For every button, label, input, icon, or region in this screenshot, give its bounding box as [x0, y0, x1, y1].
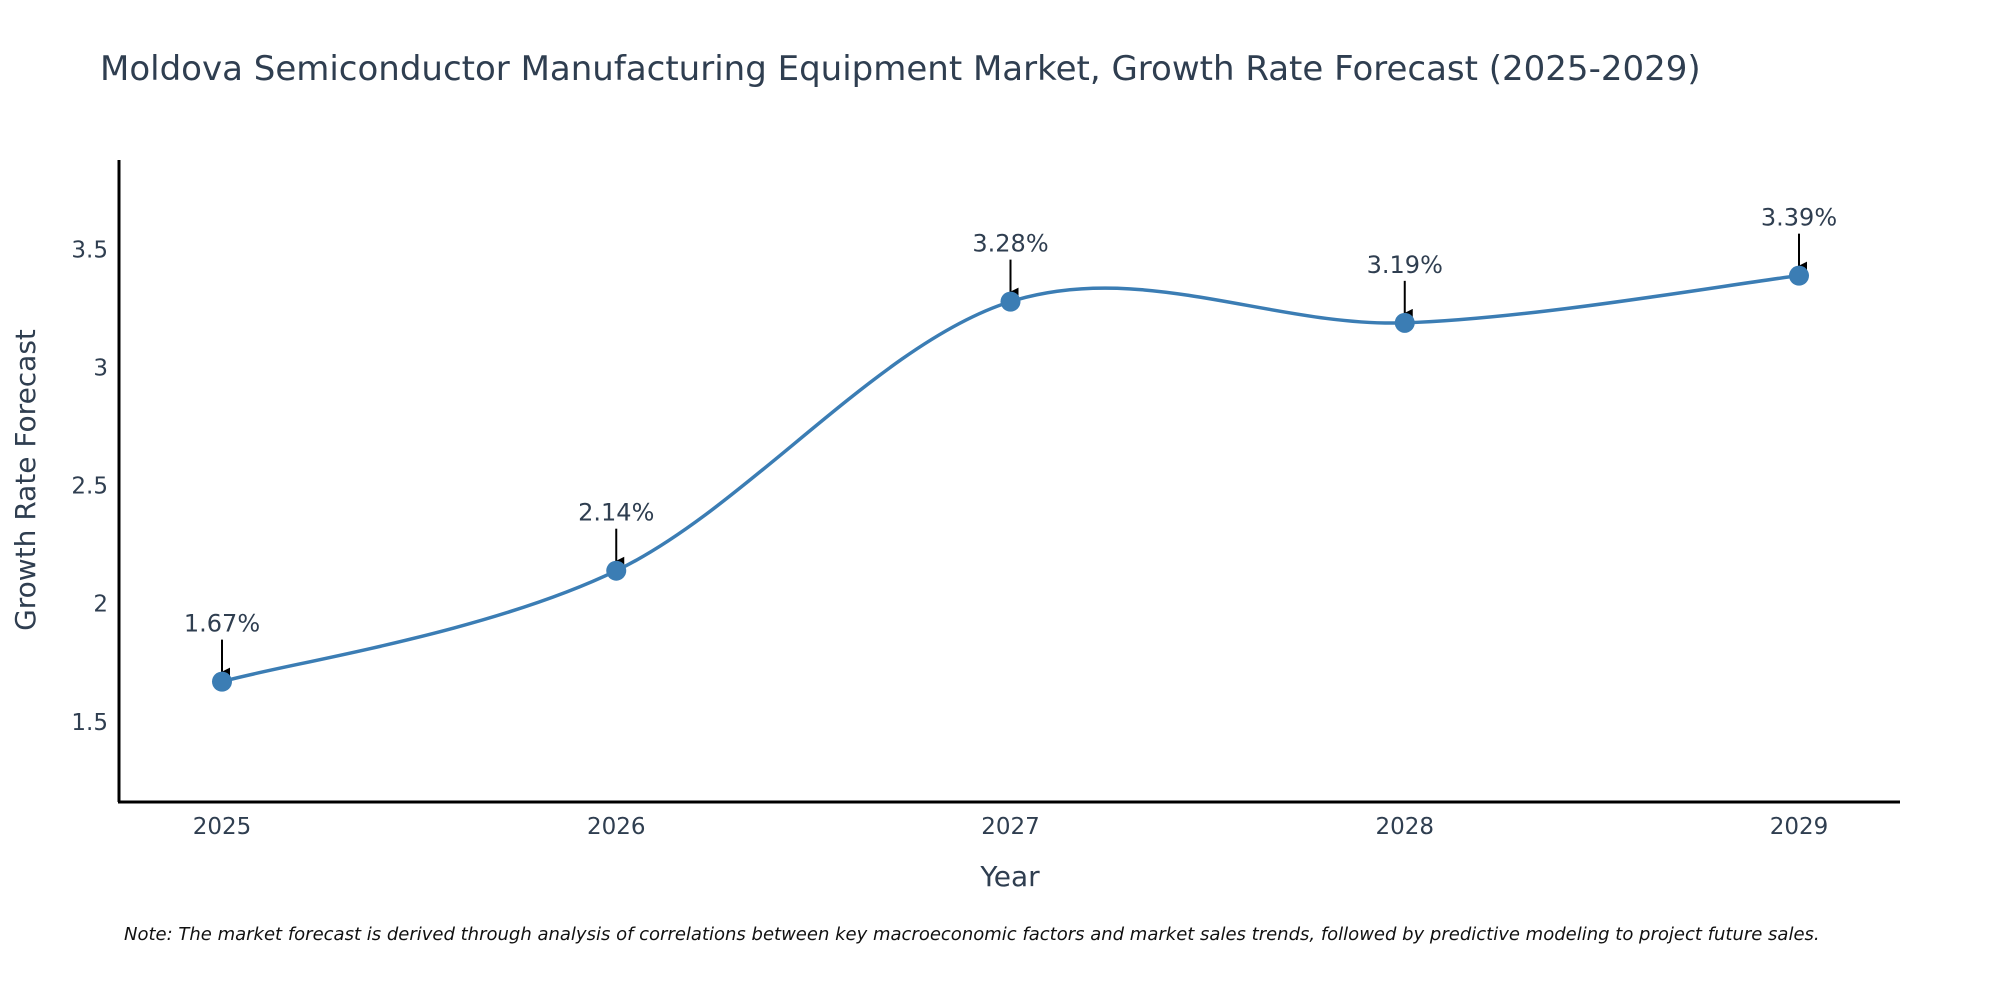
data-markers — [212, 265, 1809, 692]
y-tick-label: 1.5 — [71, 710, 108, 736]
data-label: 1.67% — [184, 610, 260, 638]
y-tick-label: 2 — [93, 592, 108, 618]
data-label: 3.39% — [1761, 204, 1837, 232]
y-tick-label: 2.5 — [71, 474, 108, 500]
data-point — [606, 560, 627, 581]
x-axis-ticks: 2025 2026 2027 2028 2029 — [193, 814, 1829, 840]
chart-title: Moldova Semiconductor Manufacturing Equi… — [100, 49, 1701, 89]
data-annotations: 1.67% 2.14% 3.28% 3.19% 3.39% — [184, 204, 1837, 678]
data-point — [1000, 291, 1021, 312]
footnote: Note: The market forecast is derived thr… — [124, 924, 1820, 945]
data-point — [1394, 312, 1415, 333]
x-tick-label: 2028 — [1375, 814, 1434, 840]
x-tick-label: 2025 — [193, 814, 252, 840]
x-tick-label: 2026 — [587, 814, 646, 840]
growth-series-line — [221, 273, 1800, 684]
x-tick-label: 2029 — [1770, 814, 1829, 840]
y-axis-title: Growth Rate Forecast — [9, 329, 42, 631]
y-tick-label: 3 — [93, 356, 108, 382]
x-tick-label: 2027 — [981, 814, 1040, 840]
data-label: 3.19% — [1367, 251, 1443, 279]
y-tick-label: 3.5 — [71, 238, 108, 264]
data-point — [1789, 265, 1809, 286]
data-label: 3.28% — [972, 230, 1048, 258]
x-axis-title: Year — [979, 860, 1040, 893]
y-axis-ticks: 1.5 2 2.5 3 3.5 — [71, 238, 108, 736]
plot-area — [117, 160, 1900, 804]
data-label: 2.14% — [578, 499, 654, 527]
data-point — [212, 671, 232, 692]
